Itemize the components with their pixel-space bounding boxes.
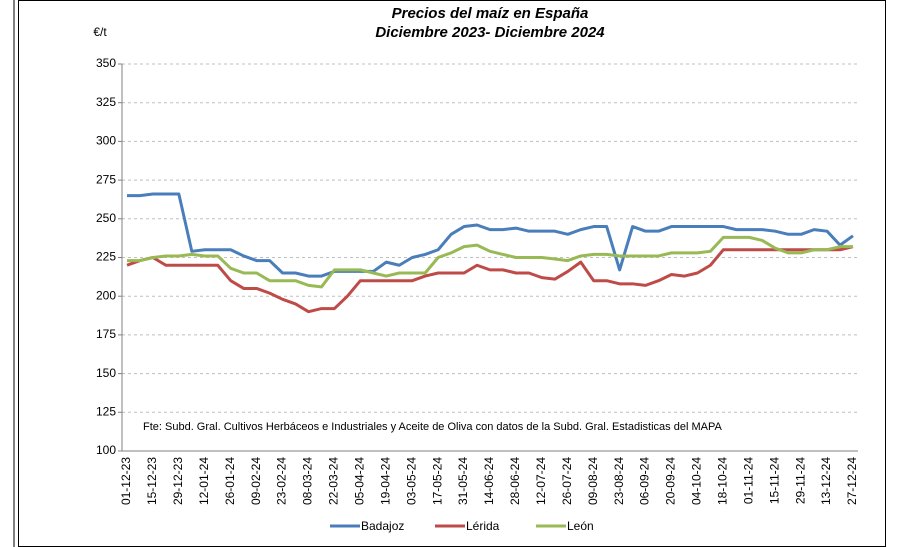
x-tick-label: 27-12-24	[845, 457, 859, 505]
y-tick-label: 275	[96, 172, 116, 186]
x-tick-label: 05-04-24	[353, 457, 367, 505]
x-tick-label: 26-01-24	[223, 457, 237, 505]
x-tick-label: 22-03-24	[327, 457, 341, 505]
y-tick-label: 100	[96, 443, 116, 457]
y-tick-label: 125	[96, 404, 116, 418]
legend-label: Lérida	[466, 519, 500, 533]
x-tick-label: 28-06-24	[508, 457, 522, 505]
y-tick-label: 225	[96, 250, 116, 264]
x-tick-label: 04-10-24	[690, 457, 704, 505]
chart-title: Precios del maíz en España	[392, 5, 589, 22]
y-tick-label: 300	[96, 134, 116, 148]
y-tick-label: 150	[96, 366, 116, 380]
x-tick-label: 09-02-24	[249, 457, 263, 505]
x-tick-label: 12-01-24	[197, 457, 211, 505]
x-tick-label: 23-08-24	[612, 457, 626, 505]
x-tick-label: 15-11-24	[767, 457, 781, 504]
x-tick-label: 09-08-24	[586, 457, 600, 505]
x-tick-label: 17-05-24	[430, 457, 444, 505]
x-tick-label: 06-09-24	[638, 457, 652, 505]
x-tick-label: 18-10-24	[716, 457, 730, 505]
x-tick-label: 14-06-24	[482, 457, 496, 505]
series-line	[126, 245, 854, 314]
x-tick-label: 26-07-24	[560, 457, 574, 505]
y-tick-label: 350	[96, 56, 116, 70]
chart-subtitle: Diciembre 2023- Diciembre 2024	[375, 24, 605, 41]
y-tick-label: 200	[96, 288, 116, 302]
series-line	[127, 192, 854, 278]
x-tick-label: 23-02-24	[275, 457, 289, 505]
x-tick-label: 29-12-23	[171, 457, 185, 505]
x-tick-label: 08-03-24	[301, 457, 315, 505]
x-tick-label: 15-12-23	[145, 457, 159, 505]
x-tick-label: 03-05-24	[404, 457, 418, 505]
x-tick-label: 01-12-23	[119, 457, 133, 505]
legend-label: León	[567, 519, 594, 533]
x-tick-label: 20-09-24	[664, 457, 678, 505]
series-line	[127, 235, 853, 289]
y-axis-label: €/t	[93, 25, 107, 39]
x-tick-label: 31-05-24	[456, 457, 470, 505]
x-tick-label: 19-04-24	[378, 457, 392, 505]
x-tick-label: 13-12-24	[819, 457, 833, 505]
source-note: Fte: Subd. Gral. Cultivos Herbáceos e In…	[143, 421, 722, 433]
y-tick-label: 250	[96, 211, 116, 225]
x-tick-label: 12-07-24	[534, 457, 548, 505]
x-tick-label: 01-11-24	[741, 457, 755, 504]
y-tick-label: 175	[96, 327, 116, 341]
y-tick-label: 325	[96, 95, 116, 109]
x-tick-label: 29-11-24	[793, 457, 807, 504]
legend-label: Badajoz	[361, 519, 404, 533]
